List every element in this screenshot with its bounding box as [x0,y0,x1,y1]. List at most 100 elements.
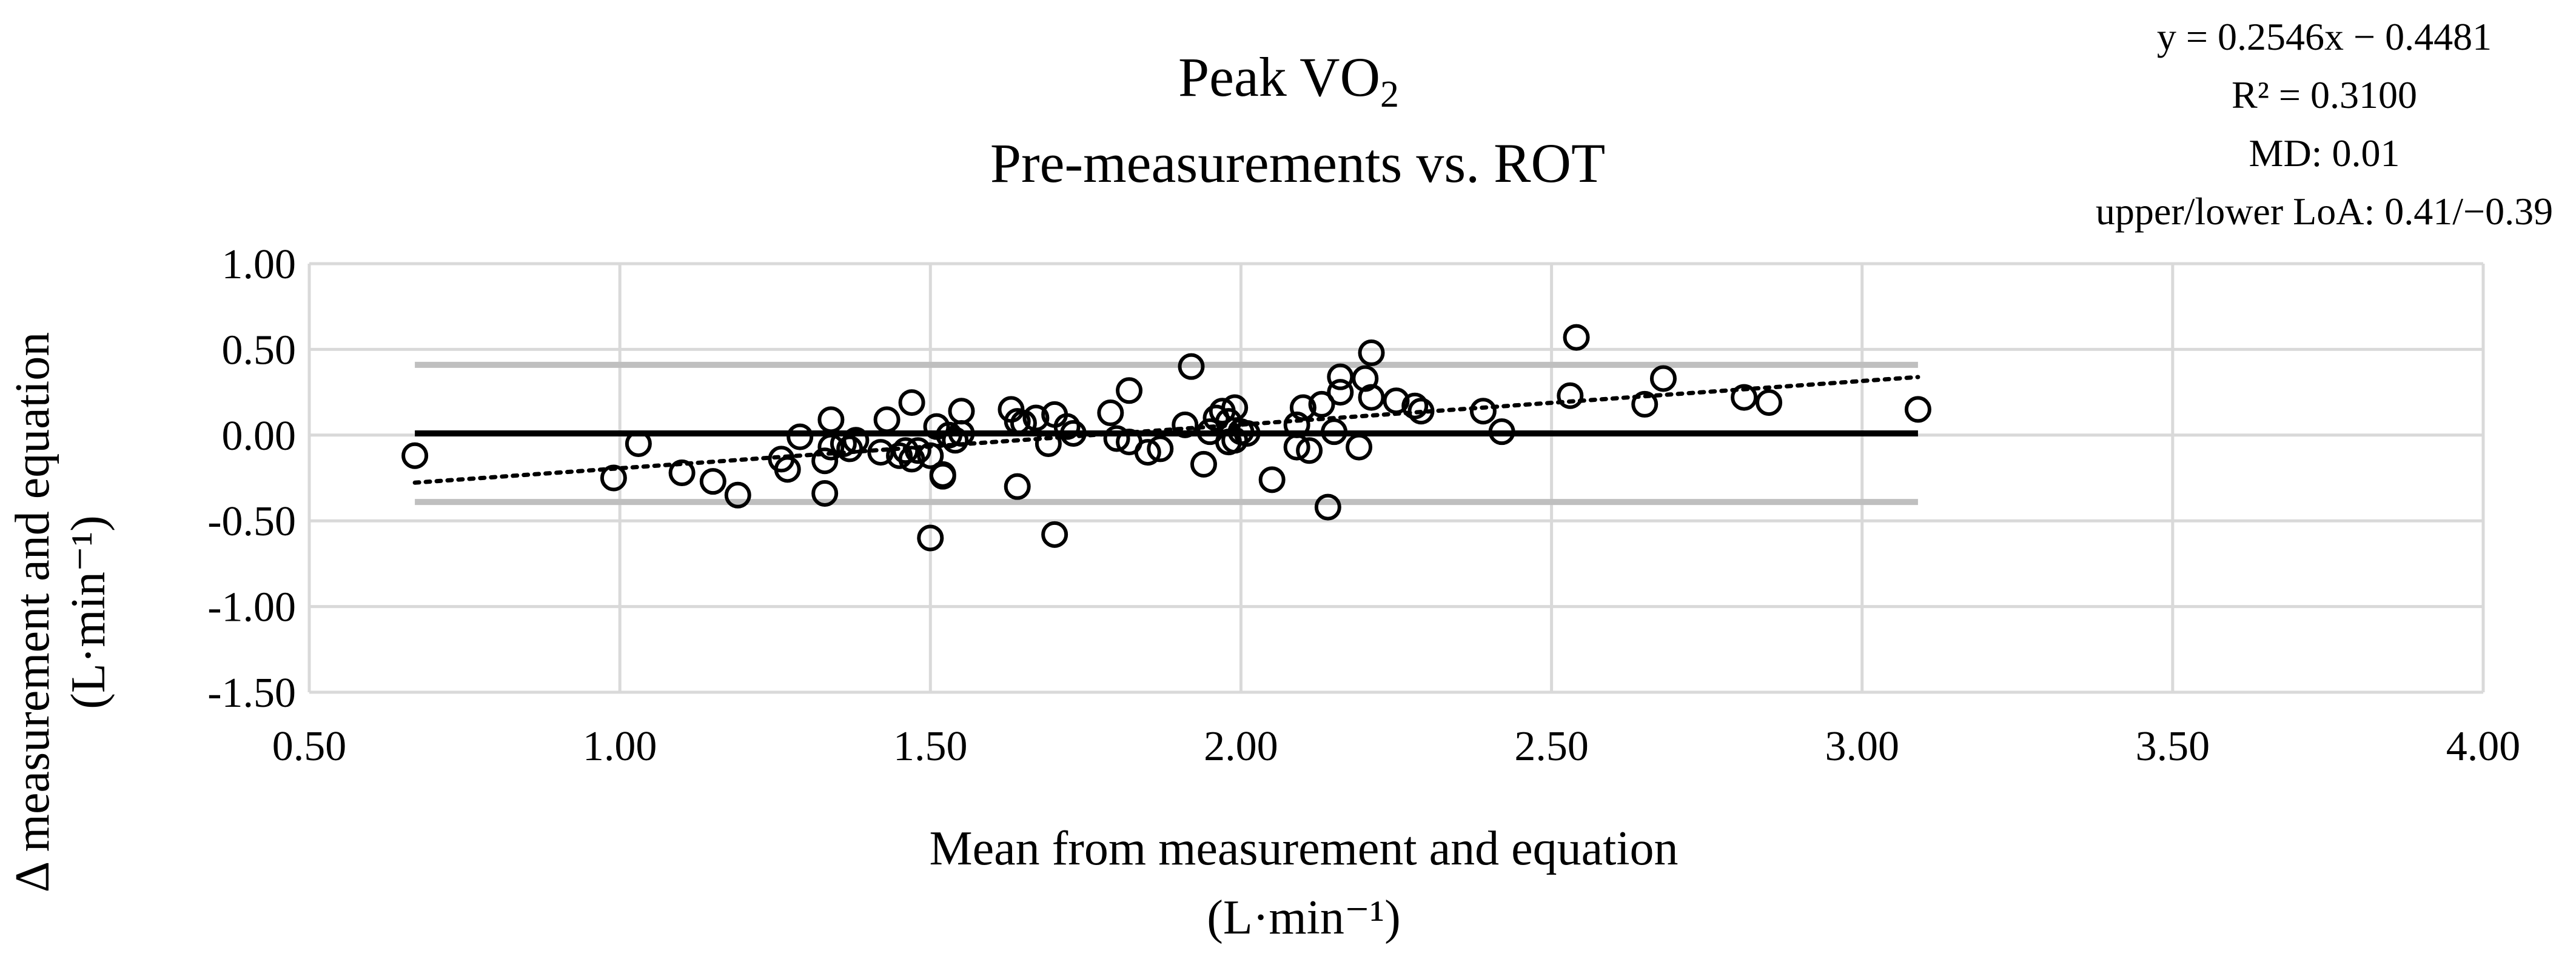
data-point [1352,365,1379,392]
data-point [1469,398,1497,425]
data-point [1401,392,1429,419]
data-point [898,389,925,416]
data-point [1289,394,1317,421]
data-point [1649,365,1677,392]
y-tick-label: 0.00 [222,413,297,459]
data-point [1557,382,1584,409]
x-tick-label: 1.50 [893,723,968,770]
data-point [948,419,975,447]
data-point [811,447,839,475]
data-point [873,406,901,433]
data-point [401,442,429,469]
chart-title-subscript: 2 [1380,74,1399,115]
data-point [1116,377,1143,404]
data-point [1631,390,1659,418]
loa-lines [415,361,1918,506]
data-point [1022,404,1050,432]
data-point [1004,473,1031,500]
data-point [1134,439,1161,466]
data-point [936,421,963,449]
data-point [948,398,975,425]
data-point [1904,396,1931,423]
data-point [817,406,845,433]
y-tick-label: -0.50 [207,498,296,545]
x-tick-label: 2.00 [1204,723,1278,770]
x-tick-label: 4.00 [2446,723,2521,770]
chart-title-line1: Peak VO2 [1178,46,1399,115]
y-tick-label: 1.00 [222,241,297,288]
x-tick-label: 0.50 [272,723,347,770]
x-tick-label: 2.50 [1514,723,1589,770]
r-squared-label: R² = 0.3100 [2232,73,2417,116]
x-axis-title-line2: (L·min⁻¹) [1207,891,1400,944]
data-point [699,468,726,495]
data-point [929,463,956,490]
data-point [1178,353,1205,380]
data-point [1346,433,1373,461]
data-point [1147,435,1174,463]
data-point [1308,390,1335,418]
data-point [1221,394,1249,421]
data-point [774,456,801,483]
data-point [1233,419,1261,447]
data-points [401,324,1931,552]
data-point [600,464,627,492]
grid-layer [307,262,2485,694]
data-point [1035,430,1062,457]
data-point [1358,339,1385,367]
data-point [1327,363,1354,390]
data-point [1283,411,1310,438]
data-point [942,427,969,454]
data-point [1059,419,1087,447]
chart-title-main: Peak VO [1178,46,1380,108]
data-point [1053,413,1081,440]
data-point [817,433,845,461]
data-point [1756,389,1783,416]
chart-title-line2: Pre-measurements vs. ROT [990,132,1605,194]
data-point [724,481,751,509]
data-point [1407,398,1435,425]
data-point [1563,324,1590,351]
data-point [842,427,870,454]
y-tick-label: 0.50 [222,327,297,373]
data-point [1731,384,1758,411]
data-point [1314,493,1341,521]
data-point [811,479,839,507]
data-point [917,524,944,552]
mean-difference-label: MD: 0.01 [2249,132,2400,175]
data-point [1041,521,1068,548]
data-point [867,439,894,466]
data-point [1172,411,1199,438]
x-tick-label: 3.50 [2136,723,2210,770]
data-point [1321,418,1348,446]
data-point [1097,399,1124,427]
data-point [1190,450,1217,478]
x-axis-title-line1: Mean from measurement and equation [929,822,1678,875]
data-point [1103,425,1130,452]
data-point [1327,379,1354,406]
y-tick-label: -1.00 [207,584,296,631]
data-point [668,459,696,487]
data-point [1010,410,1037,437]
x-tick-label: 3.00 [1825,723,1899,770]
data-point [1358,384,1385,411]
data-point [625,430,652,457]
trendline-layer [412,375,1920,485]
trendline-equation: y = 0.2546x − 0.4481 [2157,15,2492,58]
data-point [830,430,857,457]
y-axis-ticks: 1.00 0.50 0.00 -0.50 -1.00 -1.50 [207,241,296,716]
data-point [904,437,931,464]
x-tick-label: 1.00 [583,723,657,770]
data-point [886,442,913,469]
data-point [1296,437,1323,464]
data-point [787,423,814,450]
y-axis-title-line2: (L·min⁻¹) [62,515,115,709]
limits-of-agreement-label: upper/lower LoA: 0.41/−0.39 [2096,190,2553,233]
x-axis-ticks: 0.50 1.00 1.50 2.00 2.50 3.00 3.50 4.00 [272,723,2521,770]
y-axis-title-line1: Δ measurement and equation [6,332,59,893]
data-point [917,442,944,469]
data-point [1488,418,1515,446]
y-tick-label: -1.50 [207,670,296,716]
data-point [1258,466,1286,493]
